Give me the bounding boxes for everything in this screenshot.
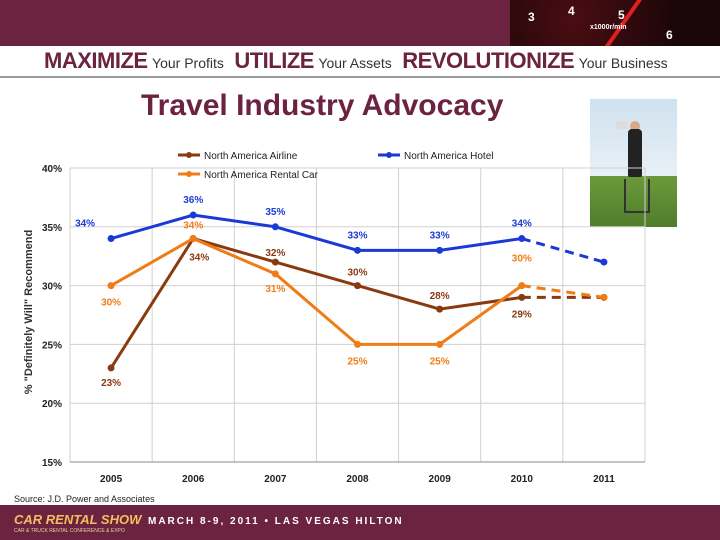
- photo-chair: [624, 179, 650, 213]
- y-axis-label: % "Definitely Will" Recommend: [23, 230, 35, 394]
- data-point: [271, 223, 279, 231]
- data-label: 33%: [430, 230, 450, 241]
- data-label: 35%: [265, 207, 285, 218]
- x-tick-label: 2009: [429, 474, 452, 485]
- chart-data-labels: 23% 34% 32% 30% 28% 29% 34% 36% 35% 33% 33% 34% 30% 3…: [75, 195, 532, 389]
- data-label: 34%: [189, 253, 209, 264]
- legend-entry: North America Rental Car: [204, 170, 319, 181]
- megaphone-man-photo: [590, 99, 677, 227]
- photo-figure: [628, 129, 642, 177]
- legend-marker: [386, 152, 392, 158]
- chart-grid: [69, 167, 646, 463]
- event-details: MARCH 8-9, 2011 • LAS VEGAS HILTON: [148, 516, 404, 527]
- series-line: [109, 236, 522, 369]
- logo-subtitle: CAR & TRUCK RENTAL CONFERENCE & EXPO: [14, 528, 125, 534]
- tagline-strong: UTILIZE: [234, 48, 314, 73]
- data-label: 25%: [347, 356, 367, 367]
- data-point: [107, 235, 115, 243]
- y-tick-label: 40%: [42, 164, 62, 175]
- tagline-soft: Your Assets: [318, 55, 392, 71]
- tagline-soft: Your Profits: [152, 55, 224, 71]
- data-label: 34%: [512, 219, 532, 230]
- x-tick-label: 2006: [182, 474, 205, 485]
- data-point: [271, 270, 279, 278]
- x-tick-label: 2010: [511, 474, 534, 485]
- data-label: 23%: [101, 378, 121, 389]
- speedo-tick: 6: [666, 28, 673, 42]
- tagline-strong: REVOLUTIONIZE: [402, 48, 575, 73]
- data-point: [518, 235, 526, 243]
- data-point: [600, 258, 608, 266]
- data-label: 33%: [347, 230, 367, 241]
- series-line: [110, 213, 522, 252]
- data-point: [354, 246, 361, 254]
- data-point: [271, 258, 279, 266]
- y-tick-label: 25%: [42, 340, 62, 351]
- data-point: [354, 340, 361, 348]
- data-point: [189, 211, 197, 219]
- x-tick-label: 2005: [100, 474, 123, 485]
- data-label: 34%: [75, 219, 95, 230]
- data-point: [107, 364, 115, 372]
- legend-entry: North America Hotel: [404, 151, 493, 162]
- y-tick-label: 35%: [42, 223, 62, 234]
- data-label: 30%: [512, 254, 532, 265]
- car-rental-show-logo: CAR RENTAL SHOW: [14, 512, 142, 527]
- speedo-tick: 5: [618, 8, 625, 22]
- tagline-soft: Your Business: [578, 55, 668, 71]
- data-point: [107, 282, 115, 290]
- data-label: 32%: [265, 248, 285, 259]
- y-tick-label: 30%: [42, 282, 62, 293]
- tagline-strong: MAXIMIZE: [44, 48, 148, 73]
- data-point: [518, 282, 526, 290]
- chart-axes: 15% 20% 25% 30% 35% 40% 2005 2006 2007 2008 2009 20…: [42, 164, 645, 485]
- data-point: [518, 293, 526, 301]
- speedo-tick: 3: [528, 10, 535, 24]
- y-tick-label: 20%: [42, 399, 62, 410]
- speedo-tick: x1000r/min: [590, 24, 627, 31]
- data-label: 36%: [183, 195, 203, 206]
- data-label: 31%: [265, 284, 285, 295]
- legend-marker: [186, 152, 192, 158]
- data-label: 25%: [430, 356, 450, 367]
- data-label: 34%: [183, 221, 203, 232]
- slide-title: Travel Industry Advocacy: [141, 89, 504, 122]
- data-label: 30%: [347, 268, 367, 279]
- footer-banner: CAR RENTAL SHOW CAR & TRUCK RENTAL CONFE…: [0, 505, 720, 540]
- data-label: 30%: [101, 298, 121, 309]
- x-tick-label: 2007: [264, 474, 287, 485]
- speedo-tick: 4: [568, 4, 575, 18]
- data-label: 29%: [512, 309, 532, 320]
- legend-entry: North America Airline: [204, 151, 298, 162]
- data-point: [436, 305, 444, 313]
- chart-series: [107, 211, 608, 372]
- data-point: [354, 282, 361, 290]
- data-point: [436, 340, 444, 348]
- header-divider: [0, 76, 720, 78]
- megaphone-icon: [616, 121, 628, 129]
- series-line: [110, 236, 523, 346]
- data-point: [189, 235, 197, 243]
- tagline: MAXIMIZE Your Profits UTILIZE Your Asset…: [44, 48, 684, 76]
- chart-legend: North America Airline North America Hotel…: [178, 151, 493, 181]
- legend-marker: [186, 171, 192, 177]
- data-label: 28%: [430, 291, 450, 302]
- speedometer-image: 3 4 5 6 x1000r/min: [510, 0, 720, 46]
- x-tick-label: 2011: [593, 474, 615, 485]
- data-point: [436, 246, 444, 254]
- y-tick-label: 15%: [42, 458, 62, 469]
- source-note: Source: J.D. Power and Associates: [14, 494, 155, 504]
- photo-head: [630, 121, 640, 131]
- x-tick-label: 2008: [346, 474, 369, 485]
- data-point: [600, 293, 608, 301]
